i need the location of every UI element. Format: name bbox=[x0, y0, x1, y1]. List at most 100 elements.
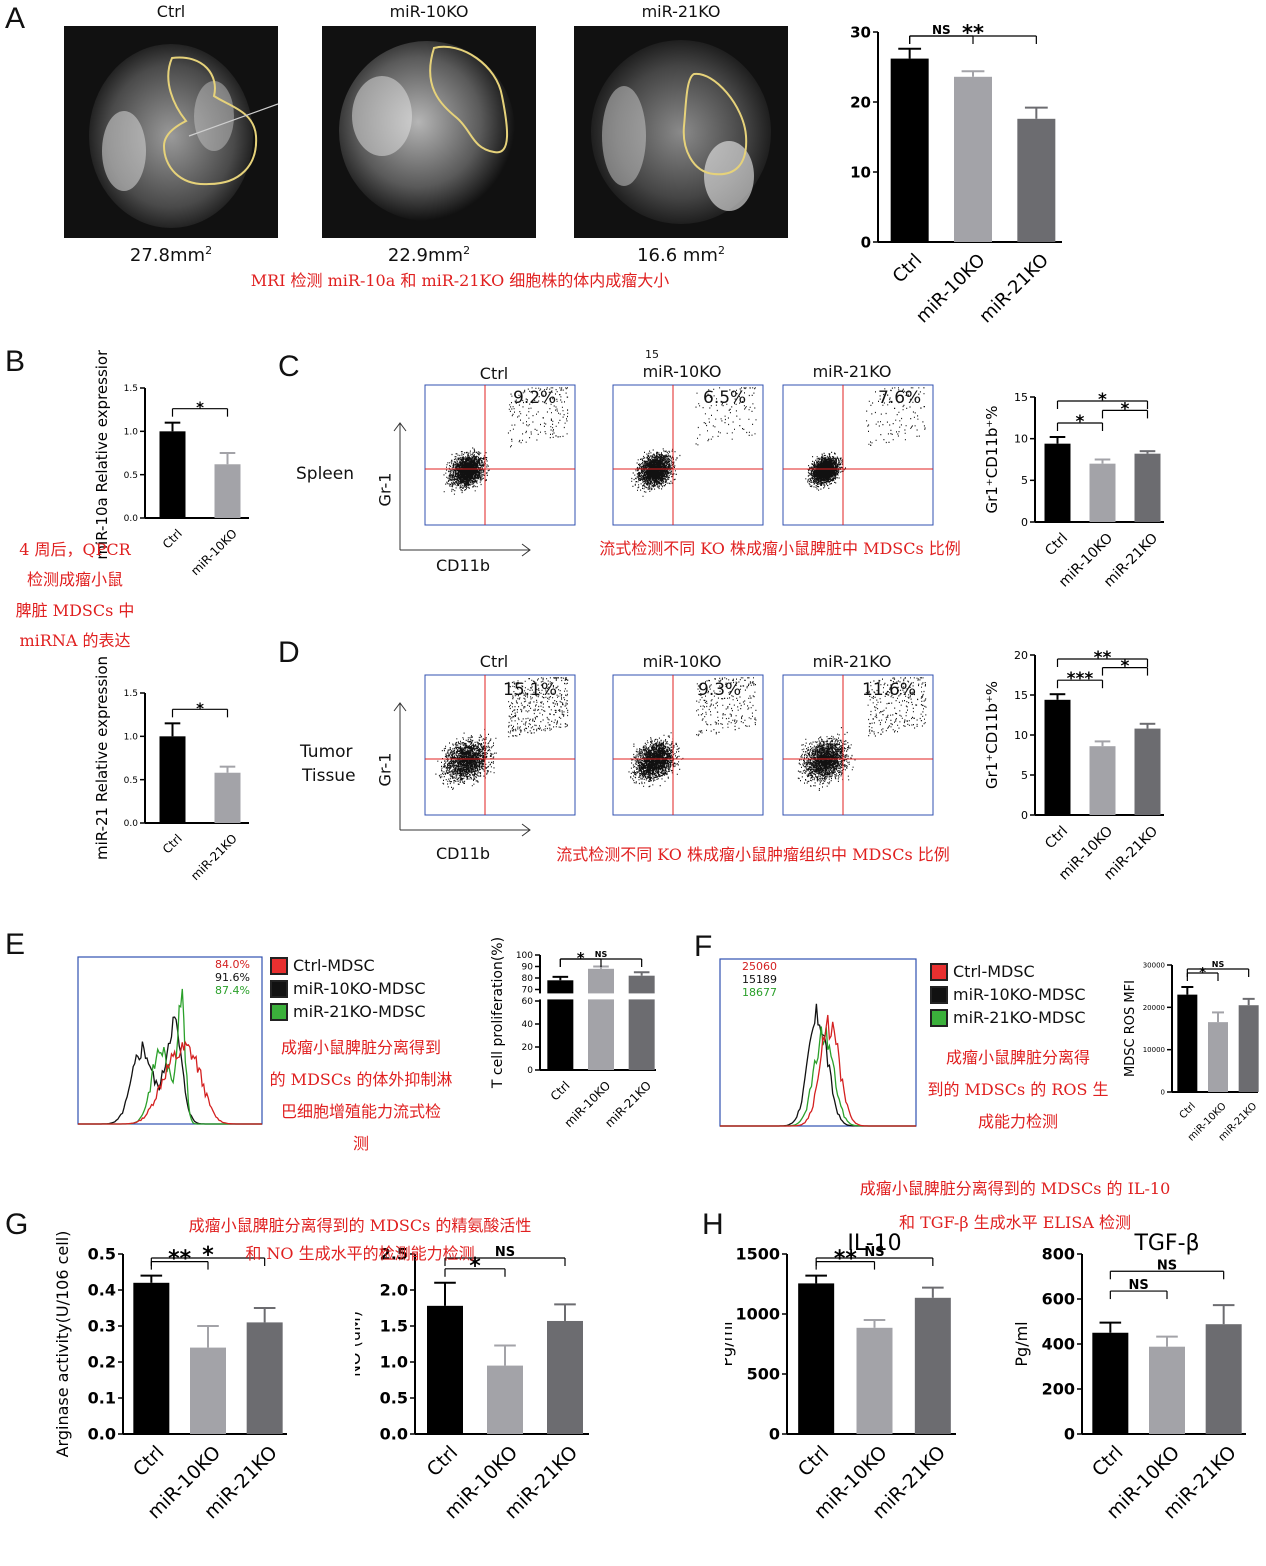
x-tick-label: miR-10KO bbox=[188, 526, 240, 578]
caption-b-line: 脾脏 MDSCs 中 bbox=[15, 600, 135, 620]
flow-yaxis-c: Gr-1 bbox=[375, 472, 395, 507]
y-tick-label: 0 bbox=[769, 1425, 780, 1444]
sig-label: * bbox=[1121, 399, 1130, 419]
y-tick-label: 2.0 bbox=[380, 1281, 408, 1300]
flow-frame bbox=[782, 674, 934, 816]
bar-Ctrl bbox=[890, 58, 929, 242]
panel-label-h: H bbox=[702, 1208, 724, 1241]
bar-miR-10KO bbox=[1089, 746, 1116, 815]
y-tick-label: 90 bbox=[522, 963, 534, 973]
sig-label: ** bbox=[834, 1247, 858, 1272]
y-tick-label: 100 bbox=[516, 951, 533, 961]
y-tick-label: 2.5 bbox=[380, 1245, 408, 1264]
bar-miR-10KO bbox=[1089, 463, 1116, 522]
sig-label: *** bbox=[1067, 669, 1094, 689]
y-tick-label: 0.5 bbox=[124, 471, 138, 481]
panel-label-b: B bbox=[5, 345, 26, 378]
panel-label-e: E bbox=[5, 928, 26, 961]
bar-miR-21KO bbox=[214, 772, 241, 823]
y-tick-label: 0 bbox=[861, 233, 871, 251]
chart-mir21-expression: 0.0 0.5 1.0 1.5 miR-21 Relative expression Ct… bbox=[93, 656, 249, 883]
y-tick-label: 0.2 bbox=[88, 1353, 116, 1372]
y-axis-label: Pg/ml bbox=[725, 1321, 736, 1366]
mri-title-mir21ko: miR-21KO bbox=[641, 2, 721, 21]
flow-frame bbox=[424, 674, 576, 816]
flow-events bbox=[805, 387, 926, 491]
flow-axis-arrows-d bbox=[393, 702, 531, 837]
flow-pct-d-mir21ko: 11.6% bbox=[862, 680, 917, 700]
chart-arginase-activity: 0.0 0.1 0.2 0.3 0.4 0.5 Arginase activity(U/10… bbox=[55, 1231, 287, 1523]
chart-tumor-mdsc: 05101520Gr1⁺CD11b⁺%CtrlmiR-10KOmiR-21KO*… bbox=[983, 648, 1164, 883]
mri-area-mir21ko: 16.6 mm2 bbox=[637, 244, 725, 266]
y-tick-label: 0.5 bbox=[88, 1245, 116, 1264]
mri-area-ctrl: 27.8mm2 bbox=[129, 244, 213, 266]
caption-e-line: 巴细胞增殖能力流式检 bbox=[280, 1102, 441, 1121]
sig-label: * bbox=[196, 399, 204, 417]
sig-label: * bbox=[1199, 966, 1206, 981]
y-tick-label: 1500 bbox=[735, 1245, 780, 1264]
flow-title-c-ctrl: Ctrl bbox=[479, 364, 509, 383]
sig-label: * bbox=[1098, 390, 1107, 410]
y-tick-label: 1.0 bbox=[124, 427, 139, 437]
y-axis-label: miR-21 Relative expression bbox=[93, 656, 111, 860]
y-tick-label: 0.0 bbox=[88, 1425, 116, 1444]
flow-pct-c-ctrl: 9.2% bbox=[513, 388, 557, 408]
caption-h-line: 成瘤小鼠脾脏分离得到的 MDSCs 的 IL-10 bbox=[859, 1179, 1171, 1198]
bar-miR-10KO bbox=[1208, 1022, 1228, 1092]
bar-miR-21KO bbox=[1238, 1005, 1259, 1092]
legend-f: Ctrl-MDSC miR-10KO-MDSC miR-21KO-MDSC bbox=[930, 962, 1086, 1031]
x-tick-label: Ctrl bbox=[1042, 823, 1071, 852]
caption-h: 成瘤小鼠脾脏分离得到的 MDSCs 的 IL-10 和 TGF-β 生成水平 E… bbox=[820, 1172, 1210, 1240]
hist-e-values: 84.0% 91.6% 87.4% bbox=[210, 958, 250, 997]
sig-label: * bbox=[469, 1254, 481, 1279]
x-tick-label: Ctrl bbox=[160, 831, 185, 856]
flow-plot-d-mir10ko bbox=[612, 674, 764, 816]
y-tick-label: 40 bbox=[522, 1020, 534, 1030]
sig-label: NS bbox=[1157, 1258, 1177, 1273]
tissue-label-spleen: Spleen bbox=[296, 464, 354, 484]
bar-miR-10KO bbox=[954, 76, 992, 242]
sig-label: ** bbox=[168, 1247, 192, 1272]
flow-events bbox=[435, 677, 569, 790]
y-tick-label: 20 bbox=[1014, 649, 1028, 662]
sig-label: * bbox=[577, 949, 585, 967]
y-axis-label: T cell proliferation(%) bbox=[490, 937, 506, 1089]
histogram-e bbox=[77, 956, 263, 1125]
y-axis-label: miR-10a Relative expression bbox=[93, 350, 111, 560]
bar-miR-21KO bbox=[914, 1297, 951, 1434]
y-tick-label: 30000 bbox=[1143, 961, 1165, 969]
caption-f-line: 到的 MDSCs 的 ROS 生 bbox=[927, 1080, 1109, 1099]
mri-image-mir21ko bbox=[574, 26, 788, 238]
page-mark: 15 bbox=[645, 348, 659, 361]
hist-curve-ctrl bbox=[720, 1014, 916, 1127]
tissue-label-tissue: Tissue bbox=[302, 766, 356, 786]
bar-miR-10KO bbox=[487, 1365, 523, 1434]
flow-dots bbox=[435, 677, 569, 790]
y-tick-label: 30 bbox=[850, 23, 871, 41]
sig-label: ** bbox=[1094, 648, 1112, 668]
y-tick-label: 0.3 bbox=[88, 1317, 116, 1336]
flow-frame bbox=[782, 384, 934, 526]
y-tick-label: 1.0 bbox=[380, 1353, 408, 1372]
caption-f: 成瘤小鼠脾脏分离得 到的 MDSCs 的 ROS 生 成能力检测 bbox=[918, 1042, 1118, 1138]
y-tick-label: 0 bbox=[1161, 1088, 1165, 1096]
flow-title-d-mir10ko: miR-10KO bbox=[642, 652, 722, 671]
chart-title: TGF-β bbox=[1133, 1231, 1199, 1256]
sig-label: * bbox=[202, 1243, 214, 1268]
y-tick-label: 15 bbox=[1014, 391, 1028, 404]
caption-f-line: 成能力检测 bbox=[977, 1112, 1058, 1131]
flow-plot-d-mir21ko bbox=[782, 674, 934, 816]
sig-label: * bbox=[1076, 412, 1085, 432]
y-tick-label: 20 bbox=[522, 1043, 534, 1053]
legend-swatch bbox=[270, 1002, 288, 1021]
y-tick-label: 0 bbox=[1064, 1425, 1075, 1444]
hist-f-value-ctrl: 25060 bbox=[742, 960, 777, 973]
y-tick-label: 600 bbox=[1042, 1290, 1075, 1309]
flow-axis-arrows-c bbox=[393, 422, 531, 557]
y-tick-label: 20 bbox=[850, 93, 871, 111]
legend-swatch bbox=[930, 985, 948, 1004]
flow-frame bbox=[612, 674, 764, 816]
